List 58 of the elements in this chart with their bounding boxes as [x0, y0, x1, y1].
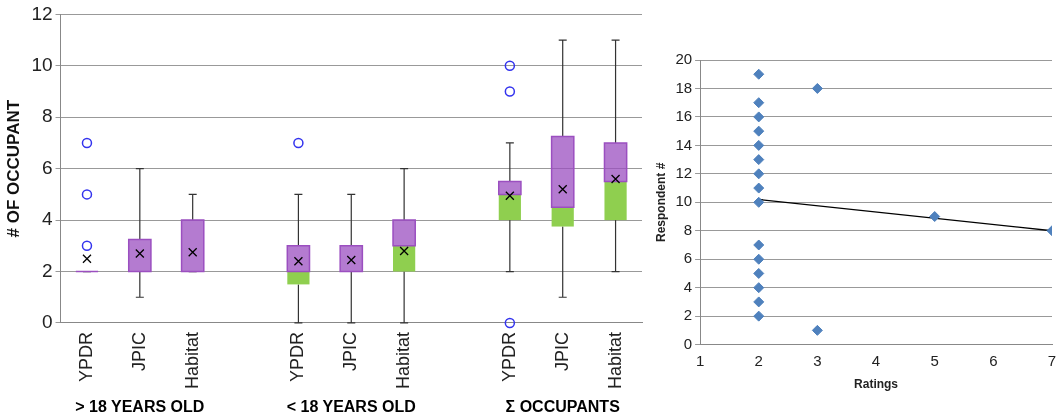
point	[753, 111, 765, 123]
y-tick-label: 6	[41, 156, 53, 178]
y-tick-label: 0	[683, 334, 693, 352]
point	[753, 253, 765, 265]
x-tick-label: 3	[813, 351, 822, 369]
point	[753, 168, 765, 180]
x-tick-label: JPIC	[551, 331, 572, 371]
y-tick-label: 14	[675, 135, 693, 153]
y-tick-label: 10	[675, 192, 693, 210]
point	[753, 68, 765, 80]
point	[753, 296, 765, 308]
x-tick-label: Habitat	[604, 331, 625, 390]
point	[753, 239, 765, 251]
text: > 18 YEARS OLD	[75, 398, 205, 416]
y-tick-label: 10	[31, 54, 53, 76]
x-tick-label: 7	[1047, 351, 1057, 369]
point	[753, 139, 765, 151]
y-tick-label: 2	[683, 306, 693, 324]
y-tick-label: 20	[675, 50, 693, 68]
text: Σ OCCUPANTS	[505, 398, 621, 416]
y-tick-label: 18	[675, 78, 693, 96]
x-tick-label: 1	[695, 351, 705, 369]
point	[753, 182, 765, 194]
point	[753, 97, 765, 109]
x-axis-title: Ratings	[854, 377, 899, 392]
x-tick-label: 5	[930, 351, 939, 369]
y-tick-label: 12	[31, 2, 53, 24]
y-tick-label: 6	[683, 249, 693, 267]
x-tick-label: 6	[989, 351, 998, 369]
point	[753, 267, 765, 279]
x-tick-label: YPDR	[287, 331, 308, 382]
x-tick-label: 4	[871, 351, 881, 369]
point	[753, 196, 765, 208]
point	[753, 282, 765, 294]
y-tick-label: 4	[683, 277, 693, 295]
point	[929, 211, 941, 223]
x-tick-label: JPIC	[128, 331, 149, 371]
y-tick-label: 16	[675, 107, 693, 125]
point	[753, 154, 765, 166]
point	[753, 125, 765, 137]
x-tick-label: YPDR	[498, 331, 519, 382]
x-tick-label: 2	[754, 351, 763, 369]
y-tick-label: 4	[41, 208, 53, 230]
y-tick-label: 12	[675, 163, 693, 181]
text: < 18 YEARS OLD	[286, 398, 416, 416]
x-tick-label: JPIC	[340, 331, 361, 371]
y-axis-title: # OF OCCUPANT	[3, 99, 23, 238]
x-tick-label: Habitat	[393, 331, 414, 390]
point	[811, 324, 823, 336]
y-tick-label: 0	[41, 311, 53, 333]
y-tick-label: 2	[41, 259, 53, 281]
y-tick-label: 8	[41, 105, 53, 127]
point	[811, 82, 823, 94]
y-axis-title: Respondent #	[653, 162, 668, 242]
x-tick-label: Habitat	[181, 331, 202, 390]
point	[753, 310, 765, 322]
x-tick-label: YPDR	[75, 331, 96, 382]
y-tick-label: 8	[683, 220, 693, 238]
